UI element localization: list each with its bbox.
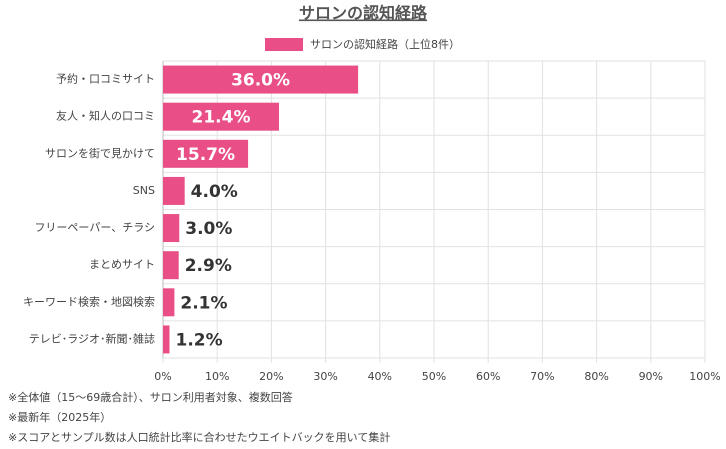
bar	[163, 139, 249, 168]
value-label: 4.0%	[191, 182, 238, 202]
y-tick-label: キーワード検索・地図検索	[23, 294, 155, 308]
value-label: 36.0%	[231, 71, 290, 91]
x-tick-label: 50%	[422, 370, 446, 383]
y-tick-label: まとめサイト	[89, 258, 155, 271]
bar	[163, 176, 185, 205]
x-tick-label: 90%	[639, 370, 663, 383]
footnote: ※全体値（15～69歳合計）、サロン利用者対象、複数回答	[8, 390, 293, 404]
legend-label: サロンの認知経路（上位8件）	[310, 37, 460, 51]
x-tick-label: 40%	[368, 370, 392, 383]
x-tick-label: 10%	[205, 370, 229, 383]
y-tick-label: SNS	[133, 184, 155, 197]
bar	[163, 214, 180, 243]
bar	[163, 102, 279, 131]
value-label: 2.1%	[180, 293, 227, 313]
value-label: 21.4%	[192, 108, 251, 128]
x-tick-label: 0%	[154, 370, 171, 383]
footnote: ※スコアとサンプル数は人口統計比率に合わせたウエイトバックを用いて集計	[8, 430, 390, 444]
y-tick-label: 友人・知人の口コミ	[56, 109, 155, 123]
y-tick-label: テレビ･ラジオ･新聞･雑誌	[29, 331, 155, 345]
bar	[163, 251, 179, 280]
bar	[163, 325, 170, 354]
y-tick-label: 予約・口コミサイト	[56, 72, 155, 86]
chart-title: サロンの認知経路	[299, 4, 428, 23]
y-tick-label: フリーペーパー、チラシ	[34, 221, 155, 234]
bar	[163, 65, 359, 94]
x-tick-label: 70%	[530, 370, 554, 383]
bar	[163, 288, 175, 317]
y-tick-label: サロンを街で見かけて	[45, 146, 155, 160]
value-label: 3.0%	[185, 219, 232, 239]
legend-swatch	[265, 38, 303, 51]
x-tick-label: 60%	[476, 370, 500, 383]
footnote: ※最新年（2025年）	[8, 410, 111, 424]
value-label: 2.9%	[185, 256, 232, 276]
x-tick-label: 30%	[313, 370, 337, 383]
value-label: 15.7%	[176, 145, 235, 165]
x-tick-label: 20%	[259, 370, 283, 383]
x-tick-label: 80%	[584, 370, 608, 383]
x-tick-label: 100%	[689, 370, 720, 383]
value-label: 1.2%	[176, 330, 223, 350]
